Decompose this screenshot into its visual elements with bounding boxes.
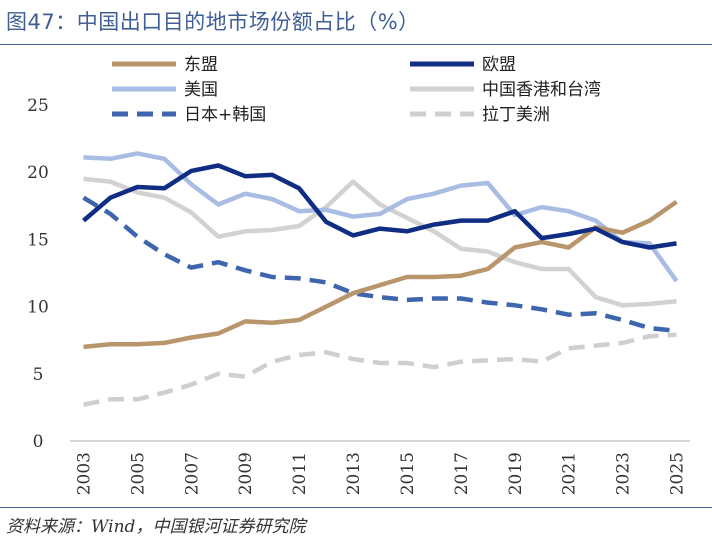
x-tick-label: 2015 (398, 452, 418, 495)
series-line-3 (83, 176, 677, 308)
legend-label-0: 东盟 (184, 55, 218, 75)
x-tick-label: 2025 (668, 452, 688, 495)
title-divider (0, 44, 712, 45)
x-tick-label: 2021 (560, 452, 580, 495)
series-line-0 (83, 199, 678, 350)
y-tick-label: 25 (27, 96, 49, 116)
x-tick-label: 2003 (74, 452, 94, 495)
y-tick-label: 10 (27, 298, 49, 318)
x-tick-label: 2019 (506, 452, 526, 495)
chart-title: 图47：中国出口目的地市场份额占比（%） (6, 10, 420, 34)
chart-series (82, 151, 679, 407)
legend-label-3: 中国香港和台湾 (482, 80, 601, 100)
x-tick-label: 2017 (452, 452, 472, 495)
legend-label-1: 欧盟 (482, 55, 516, 75)
legend-label-2: 美国 (184, 80, 218, 100)
series-line-5 (83, 332, 677, 407)
x-tick-label: 2009 (236, 452, 256, 495)
x-tick-label: 2007 (182, 452, 202, 495)
series-line-2 (83, 151, 679, 283)
x-tick-label: 2005 (128, 452, 148, 495)
x-tick-label: 2011 (290, 452, 310, 495)
x-tick-label: 2013 (344, 452, 364, 495)
x-tick-label: 2023 (614, 452, 634, 495)
y-tick-label: 0 (33, 432, 44, 452)
source-note: 资料来源：Wind，中国银河证券研究院 (6, 517, 306, 537)
series-line-1 (82, 163, 677, 250)
legend-label-5: 拉丁美洲 (482, 105, 550, 125)
legend-label-4: 日本+韩国 (184, 105, 266, 125)
y-tick-label: 20 (27, 163, 49, 183)
y-tick-label: 15 (27, 230, 49, 250)
footer-divider (0, 507, 712, 508)
y-tick-label: 5 (33, 365, 44, 385)
